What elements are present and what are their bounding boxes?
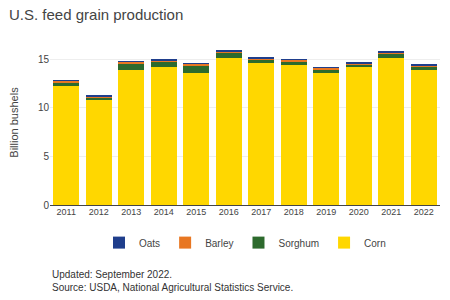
svg-text:2012: 2012 <box>89 207 109 217</box>
svg-text:U.S. feed grain production: U.S. feed grain production <box>9 6 183 23</box>
svg-text:Billion bushels: Billion bushels <box>8 87 20 158</box>
svg-text:2013: 2013 <box>121 207 141 217</box>
svg-text:Barley: Barley <box>205 238 233 249</box>
svg-text:Sorghum: Sorghum <box>278 238 319 249</box>
svg-text:2018: 2018 <box>284 207 304 217</box>
svg-text:2014: 2014 <box>154 207 174 217</box>
svg-text:2021: 2021 <box>381 207 401 217</box>
svg-text:Updated: September 2022.: Updated: September 2022. <box>52 269 172 280</box>
svg-text:2017: 2017 <box>251 207 271 217</box>
svg-text:5: 5 <box>43 151 49 162</box>
svg-text:2016: 2016 <box>219 207 239 217</box>
svg-text:Source: USDA, National Agricul: Source: USDA, National Agricultural Stat… <box>52 282 293 293</box>
svg-text:Oats: Oats <box>139 238 160 249</box>
svg-text:2011: 2011 <box>57 207 76 217</box>
svg-text:Corn: Corn <box>364 238 386 249</box>
svg-text:2015: 2015 <box>186 207 206 217</box>
svg-text:2022: 2022 <box>414 207 434 217</box>
svg-text:2020: 2020 <box>349 207 369 217</box>
svg-text:15: 15 <box>38 54 50 65</box>
svg-text:2019: 2019 <box>316 207 336 217</box>
svg-text:0: 0 <box>43 200 49 211</box>
svg-text:10: 10 <box>38 102 50 113</box>
